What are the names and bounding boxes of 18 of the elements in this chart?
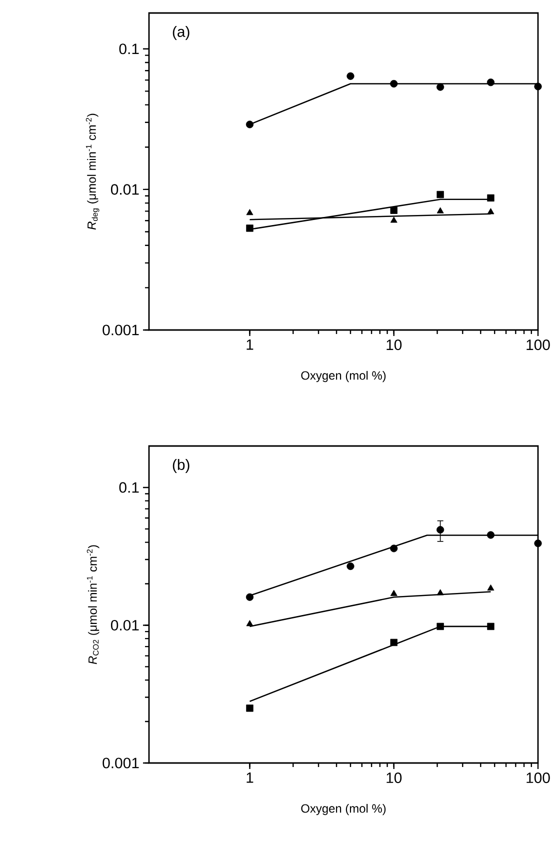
annotation: (a)	[173, 26, 190, 40]
x-axis-title: Oxygen (mol %)	[301, 370, 386, 382]
y-axis-title: R$_{CO2}$ (μmol min$^{-1}$ cm$^{-2}$)	[86, 545, 100, 664]
x-tick-label: 10	[386, 340, 402, 350]
annotation: (b)	[173, 459, 190, 473]
y-tick-label: 0.001	[102, 324, 139, 336]
y-tick-label: 0.01	[111, 620, 139, 631]
y-tick-label: 0.1	[119, 44, 139, 54]
y-tick-label: 0.001	[102, 758, 139, 768]
x-tick-label: 1	[246, 340, 254, 350]
x-tick-label: 100	[526, 340, 550, 350]
y-tick-label: 0.1	[119, 482, 139, 493]
y-axis-title: R$_{deg}$ (μmol min$^{-1}$ cm$^{-2}$)	[86, 114, 100, 230]
x-axis-title: Oxygen (mol %)	[301, 804, 386, 816]
x-tick-label: 10	[386, 772, 402, 784]
x-tick-label: 100	[526, 772, 550, 784]
y-tick-label: 0.01	[111, 184, 139, 195]
x-tick-label: 1	[246, 772, 254, 783]
